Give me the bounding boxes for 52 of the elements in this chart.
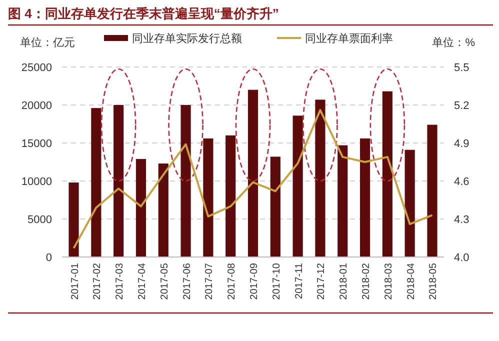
bar (136, 158, 146, 257)
x-tick-label: 2017-08 (226, 262, 238, 300)
x-tick-label: 2018-05 (428, 262, 440, 300)
legend-label: 同业存单实际发行总额 (132, 32, 242, 45)
bar (360, 138, 370, 257)
y2-tick-label: 4.9 (454, 138, 470, 150)
y-tick-label: 15000 (21, 138, 52, 150)
y-tick-label: 20000 (21, 100, 52, 112)
y2-tick-label: 5.5 (454, 62, 470, 74)
y2-tick-label: 5.2 (454, 100, 470, 112)
y-tick-label: 10000 (21, 176, 52, 188)
x-tick-label: 2017-06 (182, 262, 193, 300)
bar (292, 116, 303, 257)
legend-label: 同业存单票面利率 (305, 32, 393, 45)
x-tick-label: 2017-03 (114, 262, 126, 300)
x-tick-label: 2017-09 (249, 262, 260, 300)
x-tick-label: 2017-07 (204, 262, 216, 300)
x-tick-label: 2017-11 (294, 262, 305, 299)
x-tick-label: 2018-03 (383, 262, 394, 300)
y2-tick-label: 4.3 (454, 214, 470, 226)
bar (404, 150, 415, 257)
bar (338, 145, 348, 257)
bar (91, 108, 102, 257)
y2-axis-title: 单位：% (432, 36, 476, 49)
bar (158, 164, 168, 257)
y-axis-title: 单位：亿元 (20, 36, 75, 49)
bar (226, 135, 236, 257)
x-tick-label: 2018-02 (361, 262, 372, 300)
bar (180, 105, 191, 257)
bar (315, 100, 326, 257)
x-tick-label: 2017-10 (271, 262, 282, 300)
bar (270, 156, 280, 257)
line-series (72, 109, 434, 250)
y2-tick-label: 4.0 (454, 252, 470, 264)
x-tick-label: 2017-12 (316, 262, 328, 300)
x-tick-label: 2018-04 (406, 262, 417, 300)
y-tick-label: 5000 (28, 214, 52, 226)
x-tick-label: 2017-02 (92, 262, 104, 300)
x-tick-label: 2017-05 (159, 262, 170, 300)
x-tick-label: 2017-04 (136, 262, 148, 300)
x-tick-label: 2017-01 (70, 262, 81, 300)
x-tick-label: 2018-01 (338, 262, 350, 300)
y2-tick-label: 4.6 (454, 176, 470, 188)
bar (114, 105, 124, 257)
chart-title: 图 4：同业存单发行在季末普遍呈现“量价齐升” (8, 6, 279, 21)
bar (427, 124, 438, 257)
y-tick-label: 0 (46, 252, 52, 264)
bar (68, 182, 79, 257)
bar (203, 138, 214, 257)
bar (248, 90, 258, 257)
y-tick-label: 25000 (21, 62, 52, 74)
bar (382, 91, 392, 257)
